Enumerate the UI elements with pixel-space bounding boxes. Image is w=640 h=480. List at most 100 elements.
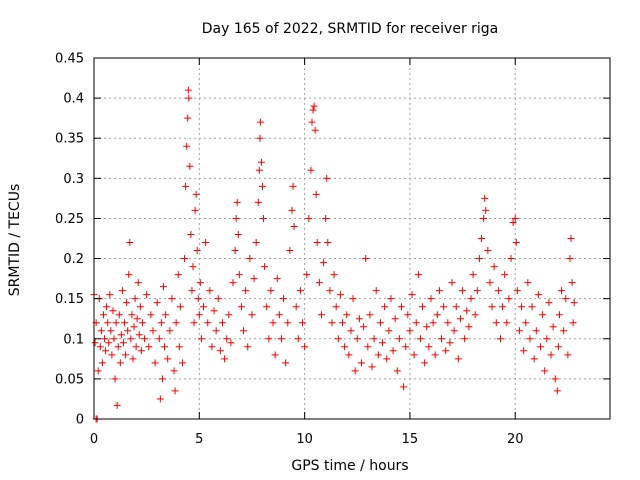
data-point: [362, 255, 370, 263]
data-point: [547, 351, 555, 359]
data-point: [406, 327, 414, 335]
data-point: [128, 311, 136, 319]
data-point: [188, 287, 196, 295]
data-point: [328, 319, 336, 327]
data-point: [216, 347, 224, 355]
data-point: [196, 279, 204, 287]
data-point: [133, 315, 141, 323]
data-point: [456, 315, 464, 323]
data-point: [275, 311, 283, 319]
data-point: [307, 166, 315, 174]
data-point: [480, 214, 488, 222]
data-point: [323, 174, 331, 182]
data-point: [204, 319, 212, 327]
data-point: [106, 291, 114, 299]
data-point: [442, 347, 450, 355]
data-point: [115, 311, 123, 319]
data-point: [105, 339, 113, 347]
x-tick-label: 0: [90, 432, 98, 447]
y-axis-label: SRMTID / TECUs: [7, 184, 23, 297]
data-point: [381, 303, 389, 311]
data-point: [242, 287, 250, 295]
data-point: [126, 239, 134, 247]
data-point: [255, 166, 263, 174]
data-point: [393, 367, 401, 375]
data-point: [151, 359, 159, 367]
data-point: [562, 295, 570, 303]
data-point: [155, 335, 163, 343]
data-point: [528, 303, 536, 311]
data-point: [157, 319, 165, 327]
data-point: [509, 218, 517, 226]
data-point: [119, 339, 127, 347]
data-point: [102, 347, 110, 355]
data-point: [501, 271, 509, 279]
data-point: [326, 287, 334, 295]
y-tick-label: 0.4: [63, 92, 84, 107]
data-point: [260, 214, 268, 222]
data-point: [423, 323, 431, 331]
data-point: [127, 335, 135, 343]
data-point: [320, 259, 328, 267]
data-point: [545, 299, 553, 307]
data-point: [269, 319, 277, 327]
data-point: [553, 387, 561, 395]
data-point: [372, 287, 380, 295]
data-point: [317, 311, 325, 319]
y-tick-label: 0.3: [63, 172, 84, 187]
data-point: [341, 343, 349, 351]
data-point: [138, 319, 146, 327]
data-point: [496, 335, 504, 343]
plot-frame: [93, 57, 611, 420]
data-point: [162, 311, 170, 319]
data-point: [351, 367, 359, 375]
data-point: [387, 295, 395, 303]
x-tick-label: 10: [296, 432, 313, 447]
data-point: [182, 182, 190, 190]
data-point: [232, 214, 240, 222]
data-point: [566, 255, 574, 263]
data-point: [570, 299, 578, 307]
data-point: [524, 279, 532, 287]
data-point: [267, 287, 275, 295]
data-point: [237, 303, 245, 311]
data-point: [258, 182, 266, 190]
data-point: [421, 359, 429, 367]
data-point: [194, 295, 202, 303]
data-point: [108, 351, 116, 359]
data-point: [412, 319, 420, 327]
data-point: [172, 319, 180, 327]
y-tick-label: 0.35: [55, 132, 84, 147]
data-point: [541, 367, 549, 375]
data-point: [123, 299, 131, 307]
data-point: [492, 319, 500, 327]
data-point: [461, 335, 469, 343]
data-point: [212, 327, 220, 335]
data-point: [113, 401, 121, 409]
data-point: [471, 311, 479, 319]
data-point: [431, 351, 439, 359]
data-point: [168, 295, 176, 303]
data-point: [408, 291, 416, 299]
data-point: [284, 319, 292, 327]
data-point: [313, 239, 321, 247]
data-point: [450, 327, 458, 335]
data-point: [459, 287, 467, 295]
x-axis-label: GPS time / hours: [291, 458, 408, 474]
data-point: [312, 190, 320, 198]
data-point: [433, 311, 441, 319]
data-point: [311, 126, 319, 134]
data-point: [454, 355, 462, 363]
data-point: [444, 319, 452, 327]
data-point: [296, 287, 304, 295]
data-point: [564, 351, 572, 359]
data-point: [261, 263, 269, 271]
data-point: [96, 343, 104, 351]
data-point: [206, 287, 214, 295]
data-point: [391, 315, 399, 323]
data-point: [305, 214, 313, 222]
data-point: [116, 359, 124, 367]
data-point: [568, 279, 576, 287]
y-tick-labels: 0 0.05 0.1 0.15 0.2 0.25 0.3 0.35 0.4 0.45: [55, 52, 84, 428]
data-point: [364, 343, 372, 351]
